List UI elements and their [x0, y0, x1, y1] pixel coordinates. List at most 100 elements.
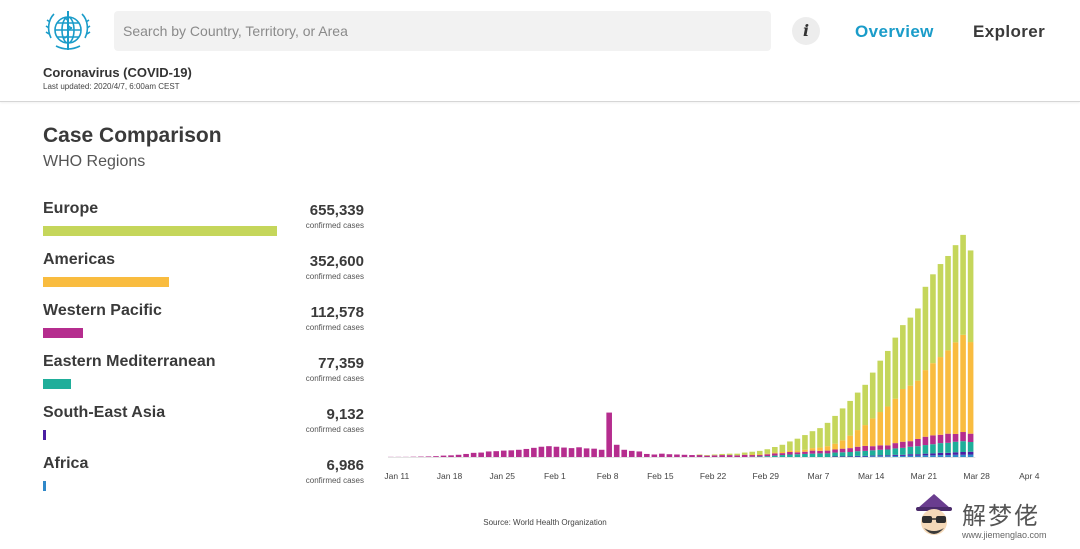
bar-segment-europe[interactable] — [922, 286, 929, 371]
bar-segment-americas[interactable] — [794, 450, 801, 453]
bar-segment-western-pacific[interactable] — [900, 441, 906, 448]
bar-segment-europe[interactable] — [719, 453, 725, 456]
bar-segment-europe[interactable] — [779, 444, 786, 452]
bar-segment-africa[interactable] — [960, 454, 966, 457]
bar-segment-europe[interactable] — [892, 337, 899, 399]
bar-segment-europe[interactable] — [945, 255, 951, 351]
bar-segment-western-pacific[interactable] — [485, 451, 492, 457]
bar-segment-eastern-mediterranean[interactable] — [877, 449, 884, 456]
bar-segment-western-pacific[interactable] — [674, 454, 680, 458]
bar-segment-eastern-mediterranean[interactable] — [915, 446, 921, 455]
info-button[interactable]: i — [792, 17, 820, 45]
bar-segment-western-pacific[interactable] — [711, 455, 718, 457]
bar-segment-europe[interactable] — [764, 449, 771, 454]
bar-segment-europe[interactable] — [741, 452, 748, 455]
bar-segment-western-pacific[interactable] — [915, 438, 921, 447]
bar-segment-western-pacific[interactable] — [839, 448, 846, 453]
bar-segment-western-pacific[interactable] — [854, 446, 861, 452]
bar-segment-americas[interactable] — [847, 435, 853, 449]
bar-segment-western-pacific[interactable] — [847, 448, 853, 453]
bar-segment-americas[interactable] — [802, 449, 808, 452]
bar-segment-eastern-mediterranean[interactable] — [930, 444, 936, 454]
bar-segment-europe[interactable] — [824, 422, 831, 447]
bar-segment-western-pacific[interactable] — [869, 446, 876, 451]
region-row-eastern-mediterranean[interactable]: Eastern Mediterranean 77,359 confirmed c… — [43, 353, 368, 399]
bar-segment-eastern-mediterranean[interactable] — [862, 450, 868, 456]
bar-segment-eastern-mediterranean[interactable] — [892, 448, 899, 455]
bar-segment-south-east-asia[interactable] — [839, 456, 846, 458]
bar-segment-americas[interactable] — [779, 452, 786, 454]
bar-segment-africa[interactable] — [952, 454, 959, 457]
bar-segment-eastern-mediterranean[interactable] — [884, 449, 891, 456]
region-row-europe[interactable]: Europe 655,339 confirmed cases — [43, 200, 368, 246]
nav-explorer-tab[interactable]: Explorer — [973, 22, 1046, 41]
bar-segment-western-pacific[interactable] — [794, 452, 801, 455]
bar-segment-europe[interactable] — [711, 454, 718, 456]
bar-segment-americas[interactable] — [749, 454, 756, 456]
bar-segment-americas[interactable] — [787, 450, 793, 452]
bar-segment-western-pacific[interactable] — [779, 453, 786, 456]
bar-segment-eastern-mediterranean[interactable] — [809, 453, 816, 457]
bar-segment-europe[interactable] — [749, 451, 756, 455]
bar-segment-europe[interactable] — [877, 360, 884, 413]
bar-segment-americas[interactable] — [832, 443, 838, 450]
bar-segment-western-pacific[interactable] — [824, 450, 831, 454]
bar-segment-western-pacific[interactable] — [681, 454, 688, 457]
bar-segment-europe[interactable] — [704, 455, 710, 456]
bar-segment-americas[interactable] — [854, 430, 861, 447]
bar-segment-south-east-asia[interactable] — [937, 452, 944, 456]
bar-segment-western-pacific[interactable] — [455, 454, 462, 457]
bar-segment-western-pacific[interactable] — [523, 448, 530, 457]
bar-segment-western-pacific[interactable] — [591, 448, 597, 457]
bar-segment-south-east-asia[interactable] — [930, 453, 936, 456]
nav-overview-tab[interactable]: Overview — [855, 22, 934, 41]
bar-segment-americas[interactable] — [892, 398, 899, 444]
bar-segment-western-pacific[interactable] — [689, 455, 695, 457]
bar-segment-europe[interactable] — [772, 447, 778, 453]
bar-segment-europe[interactable] — [862, 384, 868, 426]
bar-segment-south-east-asia[interactable] — [915, 454, 921, 456]
bar-segment-western-pacific[interactable] — [418, 456, 424, 458]
bar-segment-europe[interactable] — [967, 250, 974, 343]
bar-segment-europe[interactable] — [884, 350, 891, 407]
bar-segment-western-pacific[interactable] — [583, 448, 590, 457]
bar-segment-americas[interactable] — [907, 385, 914, 442]
bar-segment-americas[interactable] — [809, 448, 816, 451]
bar-segment-western-pacific[interactable] — [651, 454, 658, 458]
bar-segment-south-east-asia[interactable] — [847, 456, 853, 458]
bar-segment-western-pacific[interactable] — [952, 433, 959, 442]
bar-segment-africa[interactable] — [930, 455, 936, 457]
bar-segment-eastern-mediterranean[interactable] — [854, 451, 861, 456]
bar-segment-western-pacific[interactable] — [568, 448, 575, 457]
bar-segment-western-pacific[interactable] — [538, 446, 545, 457]
bar-segment-south-east-asia[interactable] — [862, 455, 868, 457]
bar-segment-europe[interactable] — [817, 428, 823, 448]
bar-segment-americas[interactable] — [900, 388, 906, 442]
bar-segment-western-pacific[interactable] — [613, 444, 620, 457]
bar-segment-western-pacific[interactable] — [636, 451, 643, 457]
bar-segment-europe[interactable] — [907, 317, 914, 386]
bar-segment-eastern-mediterranean[interactable] — [952, 441, 959, 453]
bar-segment-eastern-mediterranean[interactable] — [847, 452, 853, 457]
bar-segment-americas[interactable] — [915, 380, 921, 439]
bar-segment-south-east-asia[interactable] — [869, 455, 876, 457]
bar-segment-europe[interactable] — [847, 400, 853, 436]
bar-segment-europe[interactable] — [937, 264, 944, 358]
bar-segment-western-pacific[interactable] — [734, 455, 740, 457]
bar-segment-western-pacific[interactable] — [930, 435, 936, 445]
bar-segment-eastern-mediterranean[interactable] — [817, 453, 823, 457]
bar-segment-europe[interactable] — [839, 408, 846, 441]
bar-segment-europe[interactable] — [960, 234, 966, 335]
bar-segment-western-pacific[interactable] — [628, 450, 635, 457]
bar-segment-western-pacific[interactable] — [644, 453, 650, 457]
bar-segment-western-pacific[interactable] — [621, 449, 628, 457]
region-row-americas[interactable]: Americas 352,600 confirmed cases — [43, 251, 368, 297]
bar-segment-western-pacific[interactable] — [546, 446, 552, 457]
bar-segment-americas[interactable] — [952, 342, 959, 434]
bar-segment-africa[interactable] — [915, 455, 921, 457]
bar-segment-americas[interactable] — [930, 363, 936, 436]
bar-segment-americas[interactable] — [817, 447, 823, 451]
bar-segment-western-pacific[interactable] — [493, 451, 500, 457]
bar-segment-western-pacific[interactable] — [719, 455, 725, 457]
bar-segment-western-pacific[interactable] — [892, 443, 899, 449]
